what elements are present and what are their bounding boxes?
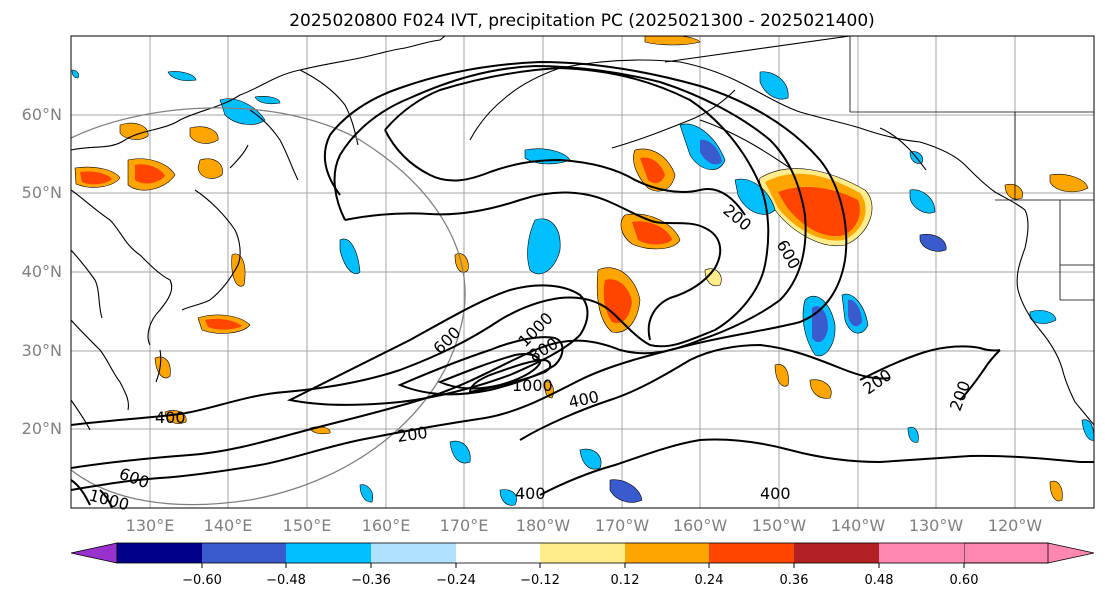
reference-circle <box>71 107 466 506</box>
colorbar-swatch <box>371 543 456 563</box>
colorbar-swatch <box>794 543 879 563</box>
ivt-label: 200 <box>396 423 429 446</box>
colorbar: −0.60 −0.48 −0.36 −0.24 −0.12 0.12 0.24 … <box>70 542 1095 588</box>
colorbar-tick-label: −0.24 <box>436 573 476 588</box>
coastlines <box>71 36 1094 431</box>
ivt-label: 1000 <box>512 376 553 395</box>
figure-title: 2025020800 F024 IVT, precipitation PC (2… <box>289 11 875 31</box>
lon-label: 140°W <box>831 516 886 535</box>
ivt-label: 400 <box>760 484 791 503</box>
colorbar-tick-label: −0.12 <box>520 573 560 588</box>
lat-label: 50°N <box>22 183 62 202</box>
lon-label: 130°W <box>909 516 964 535</box>
ivt-contours <box>71 60 1094 508</box>
colorbar-swatch <box>709 543 794 563</box>
lat-label: 20°N <box>22 419 62 438</box>
colorbar-swatch <box>540 543 625 563</box>
colorbar-swatch <box>625 543 709 563</box>
lat-label: 30°N <box>22 341 62 360</box>
lat-label: 40°N <box>22 262 62 281</box>
colorbar-extend-right <box>963 542 1095 564</box>
colorbar-tick-label: 0.48 <box>865 573 894 588</box>
lon-label: 160°W <box>673 516 728 535</box>
colorbar-swatch <box>286 543 371 563</box>
lat-label: 60°N <box>22 105 62 124</box>
colorbar-extend-left <box>70 542 118 564</box>
lon-label: 170°E <box>440 516 489 535</box>
colorbar-tick-label: 0.36 <box>780 573 809 588</box>
lon-label: 170°W <box>595 516 650 535</box>
lon-label: 140°E <box>204 516 253 535</box>
lon-label: 150°E <box>283 516 332 535</box>
ivt-label: 400 <box>515 484 546 503</box>
lon-label: 120°W <box>988 516 1043 535</box>
map-area <box>71 36 1094 508</box>
colorbar-ticks <box>201 563 965 568</box>
borders <box>849 36 1094 301</box>
colorbar-frame <box>116 542 1049 564</box>
lon-label: 150°W <box>752 516 807 535</box>
lon-axis: 130°E 140°E 150°E 160°E 170°E 180°W 170°… <box>126 516 1043 535</box>
colorbar-tick-label: 0.60 <box>950 573 979 588</box>
colorbar-tick-label: −0.60 <box>182 573 222 588</box>
lon-label: 160°E <box>362 516 411 535</box>
ivt-label: 400 <box>155 408 186 427</box>
colorbar-swatch <box>117 543 202 563</box>
lon-label: 130°E <box>126 516 175 535</box>
colorbar-tick-label: −0.48 <box>266 573 306 588</box>
colorbar-swatch <box>879 543 964 563</box>
colorbar-tick-label: −0.36 <box>351 573 391 588</box>
colorbar-tick-label: 0.24 <box>695 573 724 588</box>
lat-axis: 60°N 50°N 40°N 30°N 20°N <box>22 105 62 438</box>
map-frame <box>70 35 1095 509</box>
lon-label: 180°W <box>516 516 571 535</box>
colorbar-swatch <box>202 543 286 563</box>
colorbar-tick-label: 0.12 <box>611 573 640 588</box>
colorbar-swatch <box>456 543 540 563</box>
